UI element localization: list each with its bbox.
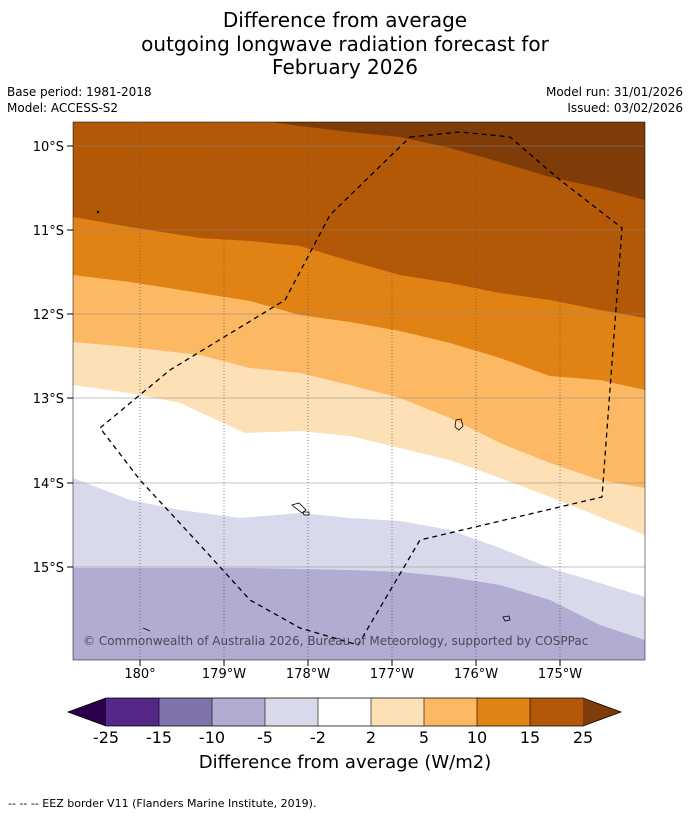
- lon-label: 175°W: [538, 667, 582, 682]
- lat-label: 12°S: [33, 308, 64, 323]
- lon-label: 180°: [124, 667, 155, 682]
- colorbar-tick: 5: [418, 728, 430, 747]
- island-outline: [96, 210, 100, 214]
- colorbar-tick: 25: [572, 728, 594, 747]
- lon-label: 178°W: [286, 667, 330, 682]
- title-line-3: February 2026: [272, 55, 418, 79]
- gridlines: [73, 122, 645, 660]
- colorbar-label: Difference from average (W/m2): [198, 752, 492, 773]
- lat-label: 14°S: [33, 477, 64, 492]
- model-run: Model run: 31/01/2026: [545, 85, 683, 99]
- eez-legend-note: -- -- -- EEZ border V11 (Flanders Marine…: [8, 797, 317, 810]
- colorbar-tick: -5: [257, 728, 273, 747]
- colorbar-segment: [265, 698, 318, 726]
- colorbar-tick: 10: [466, 728, 488, 747]
- lat-label: 11°S: [33, 224, 64, 239]
- lon-label: 176°W: [454, 667, 498, 682]
- colorbar-tick: -25: [92, 728, 120, 747]
- islands: [96, 210, 511, 632]
- island-outline: [302, 511, 310, 516]
- colorbar-segment: [530, 698, 583, 726]
- island-outline: [502, 615, 511, 622]
- colorbar-segment: [477, 698, 530, 726]
- base-period: Base period: 1981-2018: [7, 85, 152, 99]
- lat-label: 13°S: [33, 392, 64, 407]
- lat-axis: 10°S 11°S 12°S 13°S 14°S 15°S: [33, 140, 73, 576]
- lon-label: 177°W: [370, 667, 414, 682]
- band-pos15: [73, 122, 645, 318]
- island-outline: [454, 418, 464, 431]
- anomaly-field: [73, 122, 645, 660]
- lat-label: 15°S: [33, 561, 64, 576]
- colorbar-under-arrow: [68, 698, 106, 726]
- colorbar-outline: [66, 697, 623, 727]
- copyright-notice: © Commonwealth of Australia 2026, Bureau…: [83, 634, 588, 648]
- issued-date: Issued: 03/02/2026: [567, 101, 683, 115]
- colorbar-tick: -15: [145, 728, 173, 747]
- colorbar-tick: 15: [519, 728, 541, 747]
- lat-label: 10°S: [33, 140, 64, 155]
- colorbar-segment: [106, 698, 159, 726]
- colorbar-tick: 2: [365, 728, 377, 747]
- colorbar-segment: [318, 698, 371, 726]
- forecast-map: 10°S 11°S 12°S 13°S 14°S 15°S 180° 179°W…: [33, 121, 646, 682]
- colorbar-segment: [212, 698, 265, 726]
- colorbar-tick: -2: [310, 728, 326, 747]
- colorbar-tick: -10: [198, 728, 226, 747]
- title-line-2: outgoing longwave radiation forecast for: [141, 32, 549, 56]
- model-name: Model: ACCESS-S2: [7, 101, 119, 115]
- colorbar-over-arrow: [583, 698, 621, 726]
- map-frame: [72, 121, 646, 661]
- band-pos25: [270, 122, 645, 200]
- colorbar-segment: [371, 698, 424, 726]
- lon-axis: 180° 179°W 178°W 177°W 176°W 175°W: [124, 660, 582, 682]
- colorbar: [66, 697, 623, 727]
- island-outline: [142, 627, 151, 632]
- title-line-1: Difference from average: [222, 8, 468, 32]
- colorbar-segment: [424, 698, 477, 726]
- colorbar-segment: [159, 698, 212, 726]
- eez-border: [99, 131, 623, 646]
- lon-label: 179°W: [202, 667, 246, 682]
- island-outline: [291, 502, 307, 514]
